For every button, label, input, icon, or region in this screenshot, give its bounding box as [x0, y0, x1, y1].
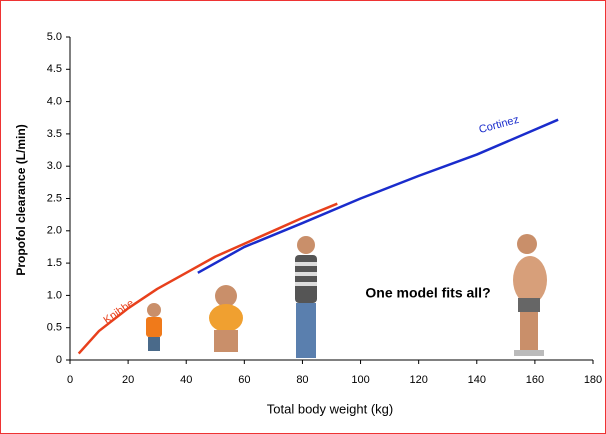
x-tick-label: 40	[180, 374, 192, 386]
x-tick-label: 180	[584, 374, 602, 386]
x-tick-label: 100	[351, 374, 369, 386]
figure-child	[146, 303, 162, 351]
series-line	[197, 118, 559, 274]
y-tick-label: 5.0	[47, 31, 62, 43]
figure-heavy-child	[209, 285, 243, 352]
y-tick-label: 2.5	[47, 192, 62, 204]
figure-obese-man	[513, 234, 547, 356]
y-axis-label: Propofol clearance (L/min)	[14, 124, 28, 275]
y-tick-label: 4.0	[47, 96, 62, 108]
y-tick-label: 3.5	[47, 128, 62, 140]
x-tick-label: 120	[409, 374, 427, 386]
x-tick-label: 80	[296, 374, 308, 386]
annotation: One model fits all?	[365, 285, 490, 301]
y-tick-label: 0.5	[47, 322, 62, 334]
x-tick-label: 0	[67, 374, 73, 386]
x-tick-label: 60	[238, 374, 250, 386]
y-tick-label: 1.5	[47, 257, 62, 269]
x-tick-label: 160	[526, 374, 544, 386]
series-line	[77, 202, 338, 355]
y-tick-label: 1.0	[47, 289, 62, 301]
y-tick-label: 3.0	[47, 160, 62, 172]
figure-man	[295, 236, 317, 358]
y-tick-label: 2.0	[47, 225, 62, 237]
x-axis-label: Total body weight (kg)	[267, 401, 393, 416]
y-tick-label: 4.5	[47, 63, 62, 75]
y-tick-label: 0	[56, 354, 62, 366]
x-tick-label: 140	[468, 374, 486, 386]
x-tick-label: 20	[122, 374, 134, 386]
